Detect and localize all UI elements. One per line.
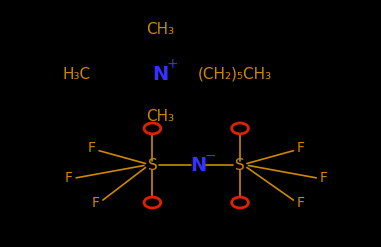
- Text: F: F: [88, 141, 95, 155]
- Text: (CH₂)₅CH₃: (CH₂)₅CH₃: [198, 67, 272, 82]
- Text: F: F: [297, 141, 305, 155]
- Text: CH₃: CH₃: [146, 22, 174, 37]
- Text: F: F: [297, 196, 305, 209]
- Text: +: +: [166, 57, 178, 71]
- Text: N: N: [152, 65, 168, 83]
- Text: H₃C: H₃C: [62, 67, 90, 82]
- Text: S: S: [235, 158, 245, 173]
- Text: F: F: [320, 171, 328, 185]
- Text: N: N: [190, 156, 206, 175]
- Text: F: F: [65, 171, 72, 185]
- Text: −: −: [205, 149, 216, 163]
- Text: CH₃: CH₃: [146, 109, 174, 124]
- Text: S: S: [147, 158, 157, 173]
- Text: F: F: [91, 196, 99, 209]
